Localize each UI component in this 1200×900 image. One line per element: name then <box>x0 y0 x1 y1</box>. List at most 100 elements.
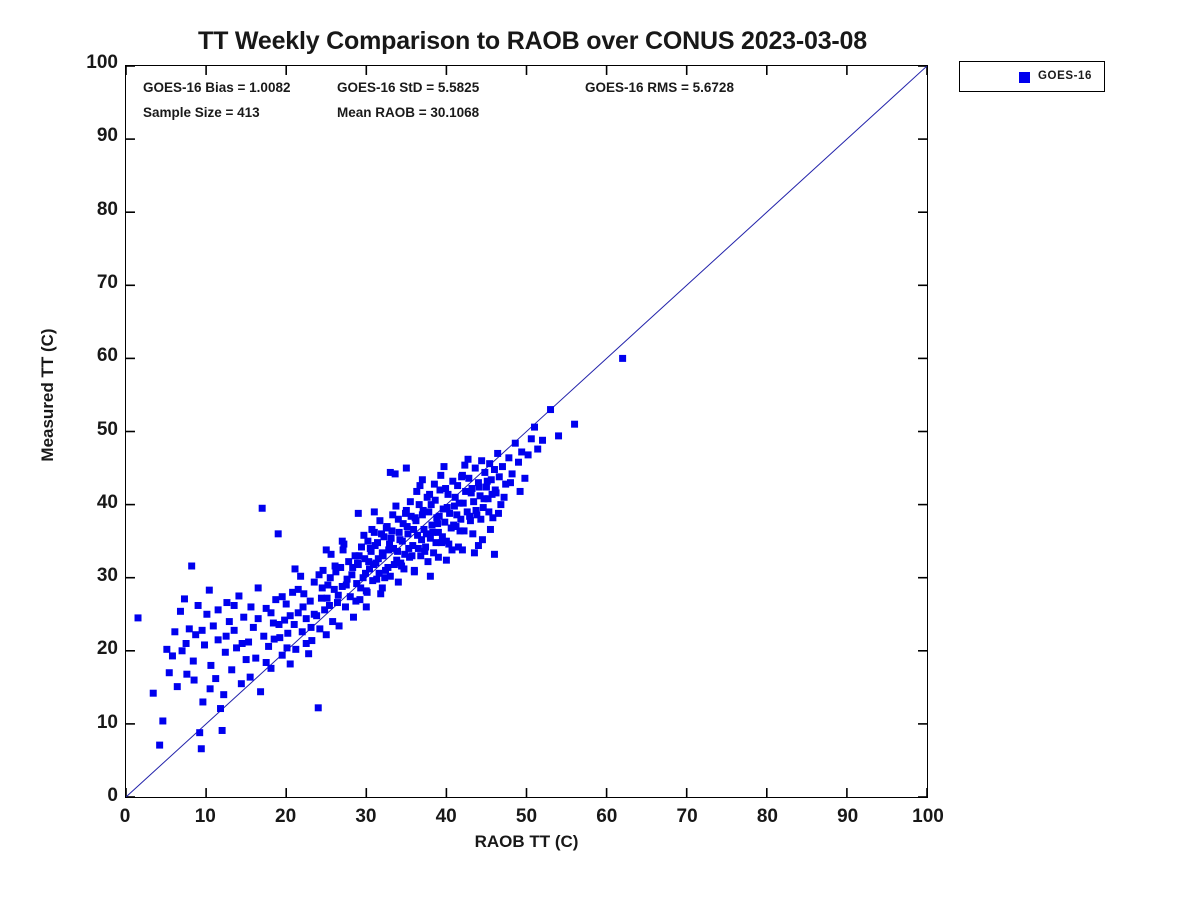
data-point <box>199 698 207 706</box>
data-point <box>349 613 357 621</box>
x-tick-label: 30 <box>355 806 377 827</box>
data-point <box>357 584 365 592</box>
data-point <box>390 561 398 569</box>
data-point <box>358 543 365 551</box>
data-point <box>455 499 463 507</box>
data-point <box>524 451 532 459</box>
data-point <box>386 572 394 580</box>
data-point <box>442 485 450 493</box>
data-point <box>282 600 290 608</box>
data-point <box>402 509 410 517</box>
data-point <box>386 468 394 476</box>
data-point <box>408 552 416 560</box>
data-point <box>329 618 337 626</box>
data-point <box>471 464 479 472</box>
data-point <box>442 556 450 564</box>
data-point <box>337 563 345 571</box>
data-point <box>322 631 330 639</box>
data-point <box>373 575 381 583</box>
data-point <box>201 641 208 649</box>
data-point <box>430 480 438 488</box>
data-point <box>391 470 399 478</box>
data-point <box>375 569 383 577</box>
data-point <box>434 528 442 536</box>
data-point <box>197 745 205 753</box>
data-point <box>352 597 360 605</box>
data-point <box>182 639 190 647</box>
data-point <box>414 544 422 552</box>
data-point <box>406 498 414 506</box>
data-point <box>511 439 519 447</box>
data-point <box>464 455 472 463</box>
data-point <box>505 454 513 462</box>
data-point <box>506 479 514 487</box>
data-point <box>454 482 462 490</box>
x-tick-label: 60 <box>596 806 618 827</box>
data-point <box>386 540 394 548</box>
data-point <box>382 524 390 532</box>
data-point <box>426 490 434 498</box>
data-point <box>149 689 157 697</box>
data-point <box>381 574 389 582</box>
data-point <box>314 704 322 712</box>
data-point <box>437 471 445 479</box>
data-point <box>159 717 167 725</box>
data-point <box>325 601 333 609</box>
data-point <box>237 680 245 688</box>
data-point <box>488 490 496 498</box>
x-tick-label: 10 <box>194 806 216 827</box>
data-point <box>404 530 412 538</box>
data-point <box>402 464 410 472</box>
data-point <box>487 476 495 484</box>
legend: GOES-16 <box>959 61 1105 92</box>
data-point <box>180 595 188 603</box>
data-point <box>366 544 374 552</box>
data-point <box>479 504 487 512</box>
data-point <box>474 479 482 487</box>
data-point <box>339 546 347 554</box>
data-point <box>156 741 164 749</box>
data-point <box>378 584 386 592</box>
data-point <box>497 501 505 509</box>
data-point <box>401 550 409 558</box>
data-point <box>457 515 465 523</box>
data-point <box>165 669 173 677</box>
data-point <box>397 559 405 567</box>
data-point <box>178 647 186 655</box>
data-point <box>223 599 231 607</box>
data-point <box>267 609 275 617</box>
data-point <box>374 555 382 563</box>
data-point <box>461 461 469 469</box>
data-point <box>190 676 198 684</box>
data-point <box>302 615 310 623</box>
data-point <box>450 502 458 510</box>
data-point <box>494 509 502 517</box>
data-point <box>317 594 325 602</box>
data-point <box>316 625 324 633</box>
data-point <box>547 406 555 414</box>
data-point <box>230 601 238 609</box>
data-point <box>403 523 411 531</box>
data-point <box>342 581 350 589</box>
data-point <box>355 552 363 560</box>
data-point <box>424 558 432 566</box>
data-point <box>429 528 437 536</box>
data-point <box>299 603 307 611</box>
data-point <box>278 651 286 659</box>
data-point <box>489 514 497 522</box>
y-tick-label: 60 <box>96 345 118 367</box>
data-point <box>425 508 433 516</box>
data-point <box>390 544 398 552</box>
data-point <box>262 659 270 666</box>
data-point <box>306 597 314 605</box>
data-point <box>458 546 466 554</box>
data-point <box>426 572 434 580</box>
data-point <box>491 486 499 494</box>
data-point <box>470 498 478 506</box>
x-tick-label: 40 <box>435 806 457 827</box>
data-point <box>194 601 202 609</box>
data-point <box>310 578 318 586</box>
data-point <box>377 590 385 598</box>
x-tick-label: 100 <box>912 806 944 827</box>
data-point <box>453 511 461 519</box>
